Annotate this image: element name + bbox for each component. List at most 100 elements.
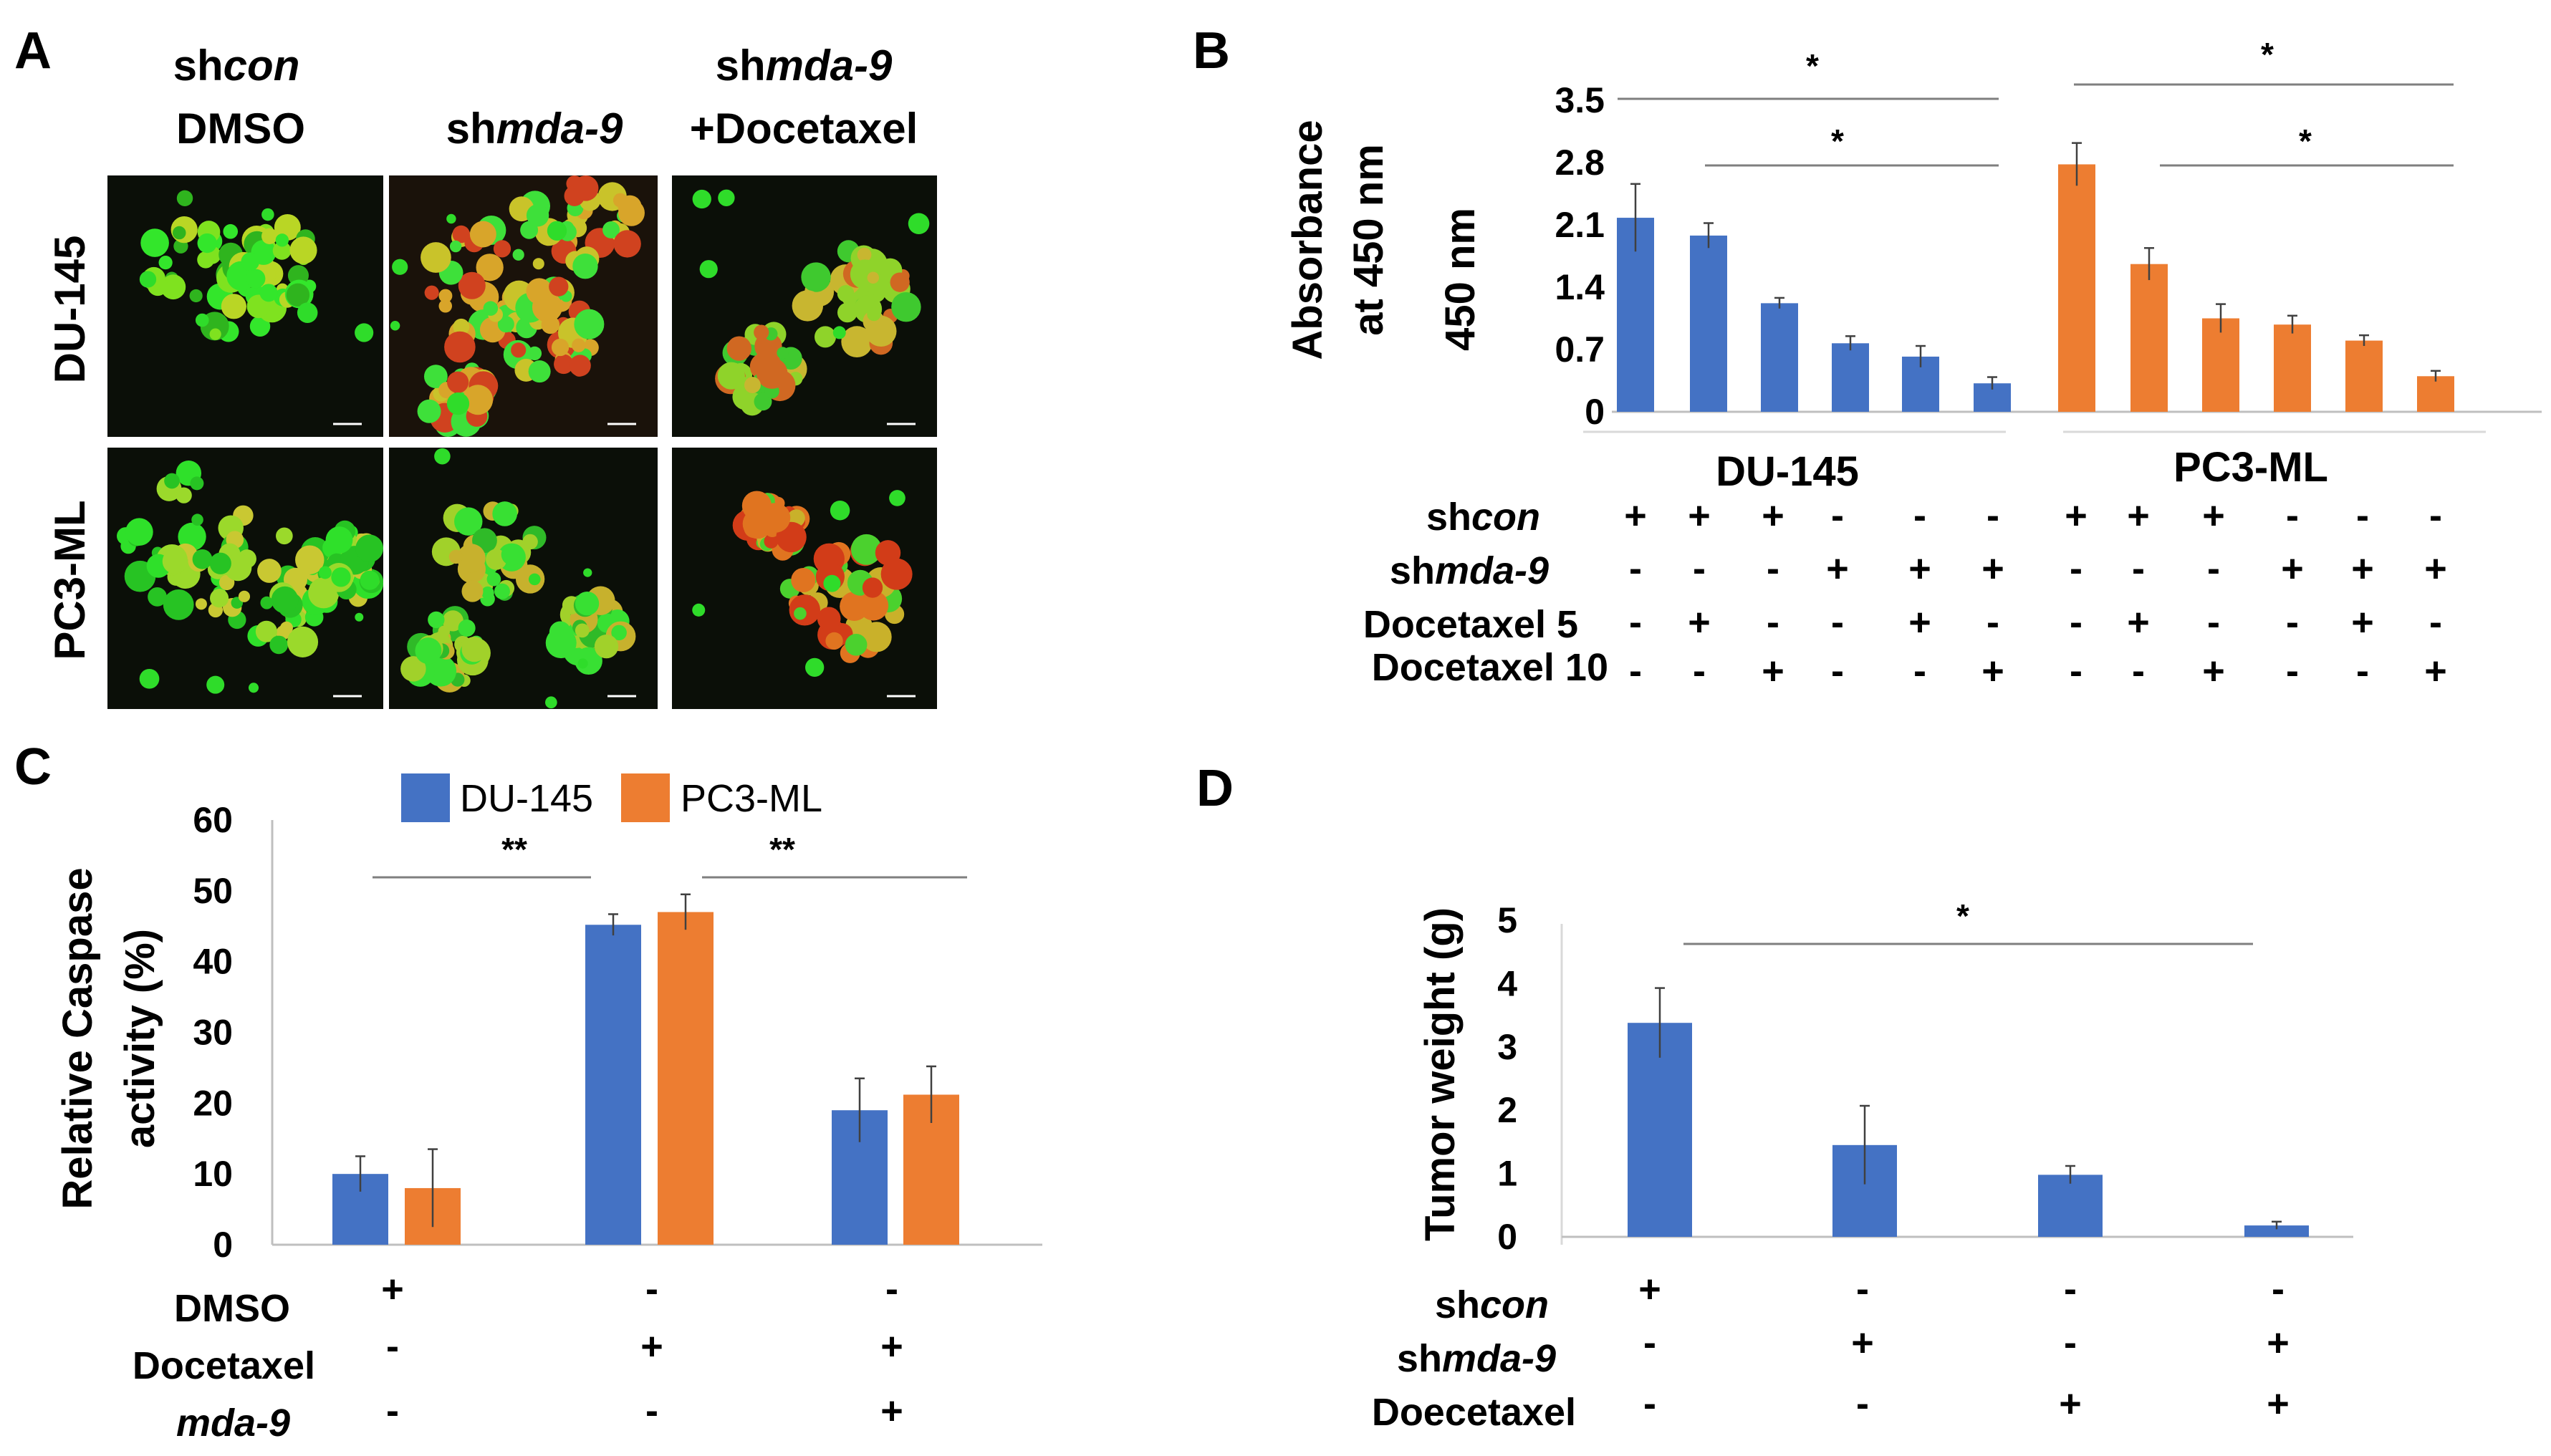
fluorescent-cell	[209, 328, 221, 340]
d-sign: +	[2059, 1382, 2082, 1425]
b-ylabel-line1: Absorbance	[1284, 120, 1331, 360]
b-ytick-label: 0	[1585, 392, 1605, 432]
c-y-ticks: 0 10 20 30 40 50 60	[193, 800, 233, 1265]
c-legend-swatch-pc3ml	[621, 773, 670, 822]
fluorescent-cell	[438, 289, 453, 303]
d-condition-signs: + - - - - + - + - - + +	[1638, 1268, 2290, 1425]
b-cond-label-docetaxel10: Docetaxel 10	[1372, 646, 1608, 689]
fluorescent-cell	[272, 241, 292, 260]
fluorescent-cell	[195, 313, 209, 327]
b-sign: +	[1826, 547, 1849, 590]
fluorescent-cell	[434, 448, 451, 465]
fluorescent-cell	[541, 315, 560, 334]
b-sign: -	[2070, 547, 2082, 590]
fluorescent-cell	[428, 611, 445, 629]
fluorescent-cell	[865, 315, 897, 347]
fluorescent-cell	[176, 190, 193, 207]
b-sign: -	[1831, 601, 1844, 644]
fluorescent-cell	[331, 567, 351, 587]
fluorescent-cell	[223, 223, 239, 239]
fluorescent-cell	[453, 318, 470, 335]
fluorescent-cell	[497, 316, 514, 333]
b-sign: +	[2351, 547, 2374, 590]
b-sign: -	[2429, 494, 2442, 537]
c-condition-signs: + - - - + + - - +	[381, 1268, 903, 1432]
b-ylabel-inner: 450 nm	[1437, 208, 1484, 351]
fluorescent-cell	[400, 656, 426, 682]
c-cond-label-docetaxel: Docetaxel	[133, 1344, 315, 1387]
fluorescent-cell	[421, 242, 451, 273]
fluorescent-cell	[594, 635, 619, 659]
fluorescent-cell	[744, 518, 764, 539]
panel-c: C Relative Caspase activity (%) DU-145 P…	[14, 738, 1042, 1445]
fluorescent-cell	[526, 278, 553, 304]
fluorescent-cell	[613, 230, 641, 258]
b-y-ticks: 0 0.7 1.4 2.1 2.8 3.5	[1555, 80, 1605, 432]
fluorescent-cell	[862, 577, 883, 598]
fluorescent-cell	[255, 620, 277, 642]
fluorescent-cell	[454, 507, 483, 536]
fluorescent-cell	[297, 302, 318, 323]
d-ytick-label: 1	[1497, 1154, 1517, 1194]
d-cond-label-shcon: shcon	[1435, 1283, 1549, 1326]
fluorescent-cell	[125, 518, 153, 546]
fluorescent-cell	[438, 299, 453, 313]
b-ytick-label: 1.4	[1555, 267, 1605, 307]
fluorescent-cell	[355, 612, 364, 622]
b-sign: -	[1913, 494, 1926, 537]
fluorescent-cell	[726, 336, 751, 361]
fluorescent-cell	[197, 233, 217, 254]
fluorescent-cell	[447, 371, 469, 393]
fluorescent-cell	[261, 208, 274, 221]
c-sign: -	[645, 1389, 658, 1432]
fluorescent-cell	[260, 596, 274, 609]
fluorescent-cell	[528, 360, 551, 383]
fluorescent-cell	[754, 392, 772, 411]
fluorescent-cell	[436, 544, 451, 559]
b-sign: -	[2356, 494, 2369, 537]
c-ylabel-line2: activity (%)	[117, 929, 163, 1148]
b-sign: -	[1629, 547, 1642, 590]
b-sign: +	[1762, 494, 1784, 537]
fluorescent-cell	[191, 514, 203, 526]
fluorescent-cell	[486, 572, 501, 587]
fluorescent-cell	[792, 290, 824, 322]
fluorescent-cell	[257, 559, 282, 583]
fluorescent-cell	[458, 271, 486, 299]
b-pc3ml-bar	[2058, 164, 2095, 412]
d-tumor-bar	[2244, 1225, 2309, 1237]
fluorescent-cell	[825, 632, 843, 650]
fluorescent-cell	[164, 473, 180, 489]
fluorescent-cell	[469, 221, 496, 248]
fluorescent-cell	[206, 675, 225, 694]
fluorescent-cell	[424, 285, 439, 300]
fluorescent-cell	[756, 357, 788, 389]
fluorescent-cell	[241, 252, 260, 271]
b-sign: +	[2281, 547, 2304, 590]
fluorescent-cell	[618, 199, 645, 226]
fluorescent-cell	[263, 266, 276, 280]
fluorescent-cell	[572, 254, 598, 279]
fluorescent-cell	[259, 284, 278, 302]
b-sign: +	[2424, 650, 2447, 693]
d-sign: +	[2267, 1382, 2290, 1425]
fluorescent-cell	[851, 534, 882, 565]
fluorescent-cell	[549, 276, 569, 296]
b-pc3ml-bar	[2130, 264, 2168, 412]
fluorescent-cell	[295, 545, 325, 574]
col-header-3-line2: +Docetaxel	[690, 105, 918, 153]
fluorescent-cell	[692, 603, 706, 617]
b-sign: -	[1629, 650, 1642, 693]
b-du145-bar	[1690, 235, 1727, 412]
fluorescent-cell	[823, 574, 841, 592]
fluorescent-cell	[861, 622, 892, 652]
fluorescent-cell	[875, 540, 901, 566]
b-du145-bar	[1761, 303, 1798, 412]
fluorescent-cell	[569, 355, 591, 377]
d-bars	[1628, 1023, 2309, 1237]
d-sign: -	[1643, 1321, 1656, 1364]
fluorescent-cell	[612, 193, 628, 208]
c-ytick-label: 20	[193, 1083, 233, 1123]
col-header-2-line1: shmda-9	[446, 105, 623, 153]
